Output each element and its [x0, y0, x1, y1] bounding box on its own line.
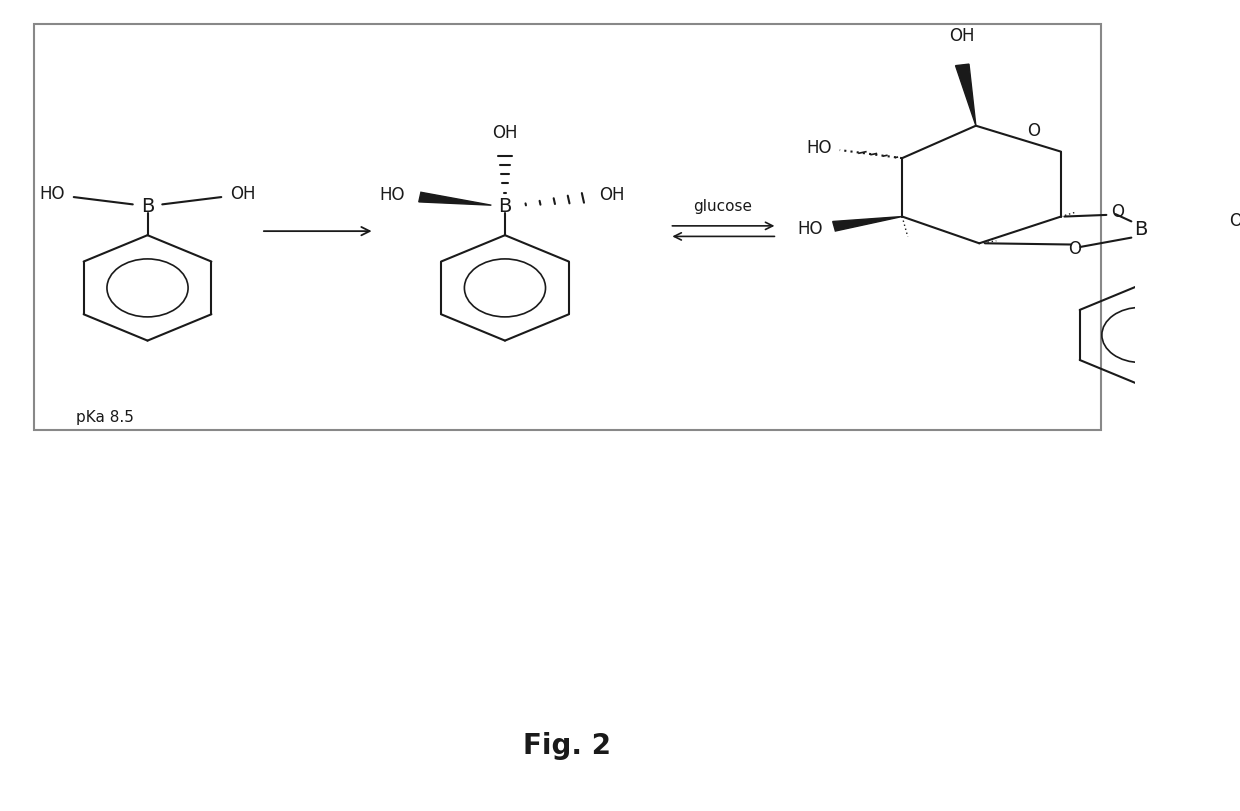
Text: OH: OH	[950, 27, 975, 45]
Text: B: B	[141, 197, 154, 217]
Polygon shape	[956, 64, 976, 126]
Text: OH: OH	[492, 124, 518, 142]
FancyBboxPatch shape	[33, 24, 1101, 430]
Text: pKa 8.5: pKa 8.5	[76, 410, 134, 425]
Text: OH: OH	[231, 185, 255, 203]
Text: OH: OH	[1229, 212, 1240, 230]
Text: Fig. 2: Fig. 2	[523, 732, 611, 760]
Text: O: O	[1027, 122, 1039, 139]
Text: B: B	[1133, 220, 1147, 239]
Text: O: O	[1068, 239, 1081, 258]
Text: HO: HO	[806, 139, 832, 157]
Text: B: B	[498, 197, 512, 217]
Text: O: O	[1111, 204, 1125, 221]
Polygon shape	[419, 192, 491, 205]
Text: HO: HO	[797, 220, 822, 238]
Polygon shape	[833, 217, 903, 231]
Text: glucose: glucose	[693, 200, 753, 214]
Text: HO: HO	[379, 186, 405, 204]
Text: HO: HO	[40, 185, 64, 203]
Text: OH: OH	[599, 186, 625, 204]
